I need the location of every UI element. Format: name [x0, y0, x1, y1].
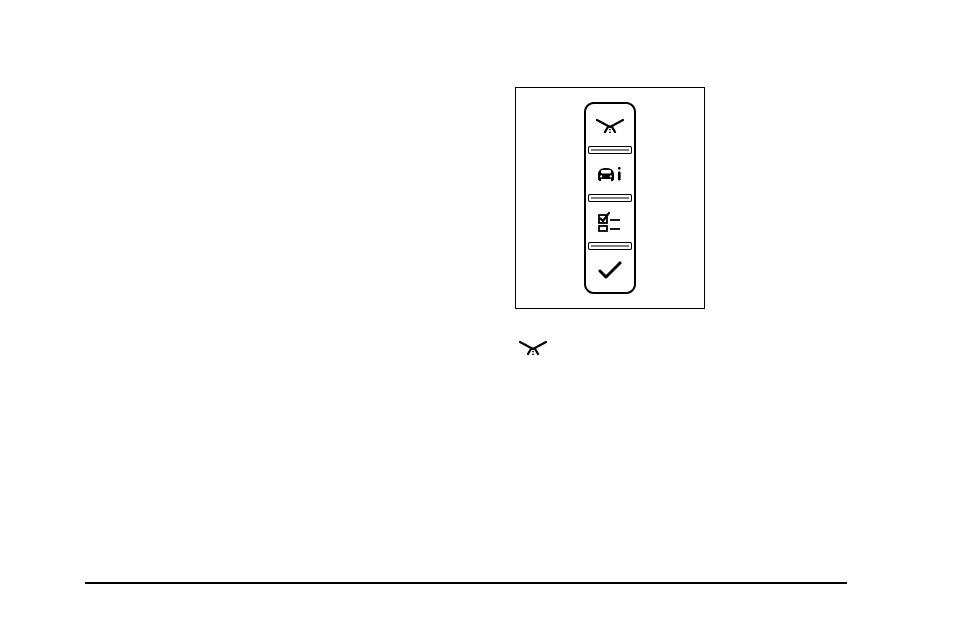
road-icon [518, 339, 548, 357]
vehicle-info-button[interactable] [592, 158, 628, 190]
button-separator [588, 194, 632, 202]
footer-rule [85, 582, 847, 584]
button-separator [588, 146, 632, 154]
button-stack [584, 102, 636, 294]
checklist-menu-button[interactable] [592, 206, 628, 238]
checklist-icon [596, 211, 624, 233]
car-info-icon [593, 163, 627, 185]
checkmark-icon [596, 260, 624, 280]
road-icon [595, 117, 625, 135]
trip-road-button[interactable] [592, 110, 628, 142]
dic-buttons-figure [515, 87, 705, 309]
page [0, 0, 954, 636]
confirm-check-button[interactable] [592, 254, 628, 286]
road-icon-inline [518, 339, 548, 357]
button-separator [588, 242, 632, 250]
